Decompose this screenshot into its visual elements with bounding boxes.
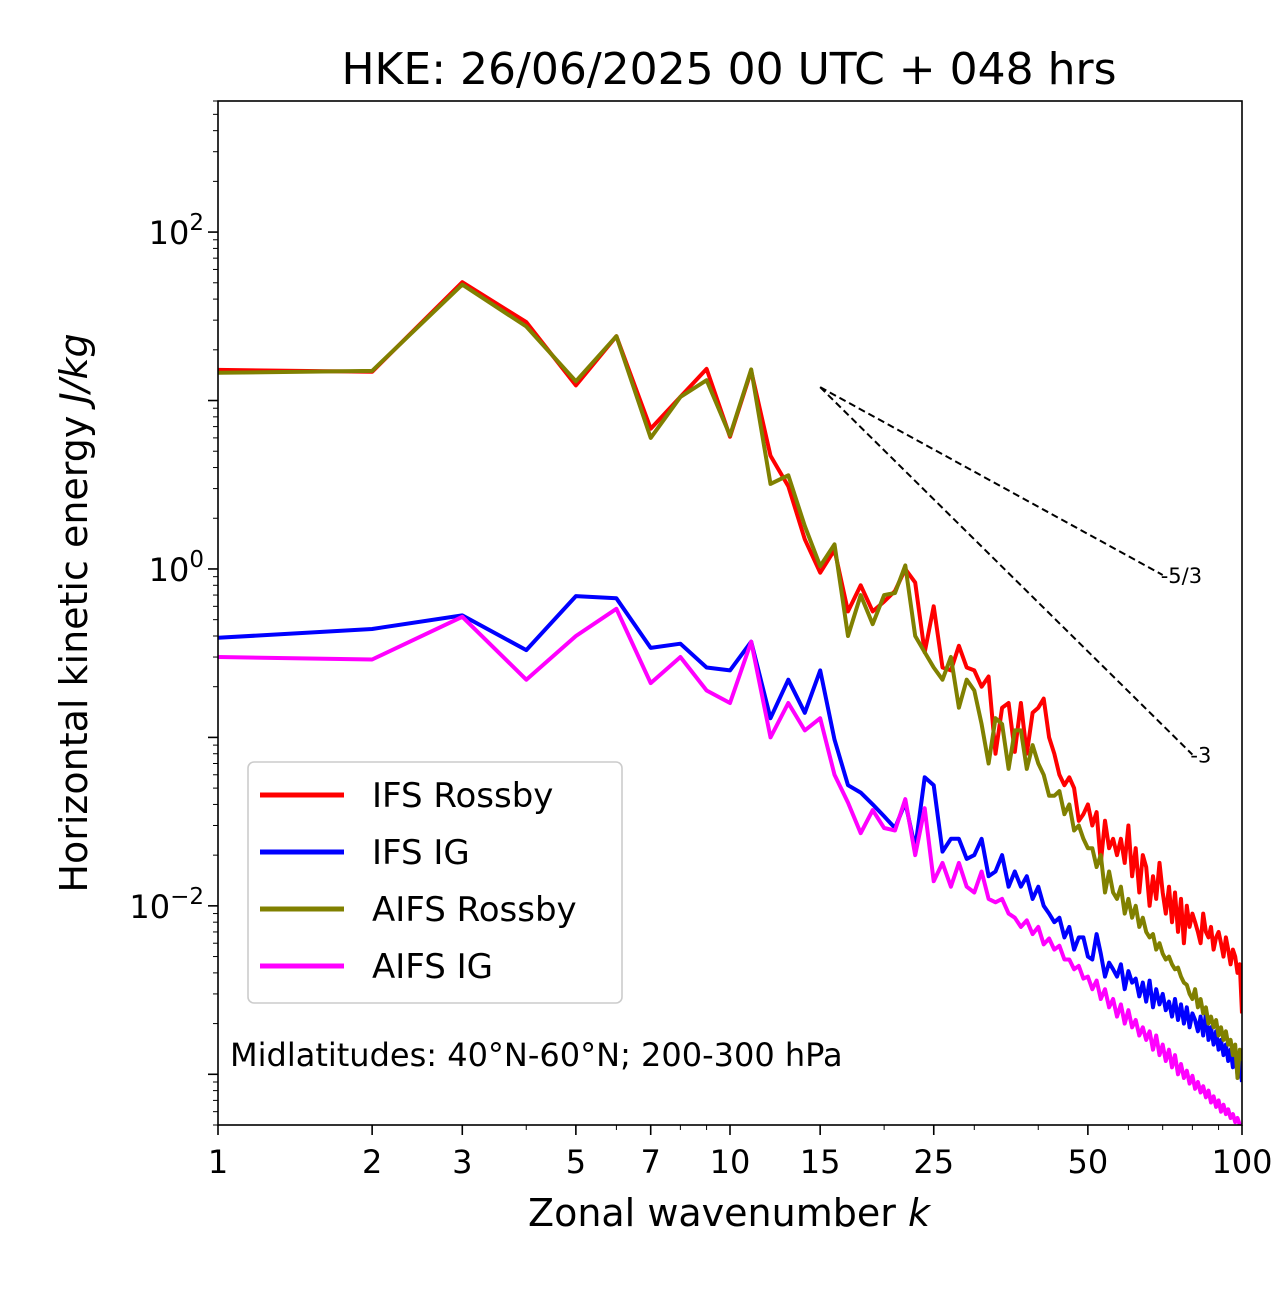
- data-layer: [218, 280, 1242, 1125]
- series-line-ifs-rossby: [218, 280, 1242, 1014]
- x-tick-label: 1: [208, 1143, 228, 1181]
- x-tick-label: 2: [362, 1143, 382, 1181]
- y-tick-label: 100: [149, 547, 204, 589]
- x-axis-label: Zonal wavenumber k: [528, 1191, 932, 1235]
- reference-slope-label: -3: [1190, 744, 1211, 768]
- x-tick-label: 50: [1068, 1143, 1109, 1181]
- x-tick-label: 7: [641, 1143, 661, 1181]
- series-line-aifs-rossby: [218, 282, 1242, 1080]
- legend-label-ifs-rossby: IFS Rossby: [372, 776, 553, 816]
- x-tick-label: 5: [566, 1143, 586, 1181]
- y-tick-label: 102: [149, 210, 204, 252]
- x-tick-label: 100: [1211, 1143, 1272, 1181]
- reference-slope-line: [819, 386, 1164, 576]
- legend: IFS Rossby IFS IG AIFS Rossby AIFS IG: [247, 761, 623, 1004]
- y-axis-label: Horizontal kinetic energy J/kg: [52, 333, 96, 892]
- region-annotation: Midlatitudes: 40°N-60°N; 200-300 hPa: [230, 1036, 843, 1074]
- plot-frame: [217, 100, 1243, 1126]
- x-tick-label: 15: [800, 1143, 841, 1181]
- x-tick-label: 3: [452, 1143, 472, 1181]
- x-tick-label: 25: [913, 1143, 954, 1181]
- axes-ticks: 102 100 10−2 1 2 3 5 7 10 15 25 50 100: [129, 100, 1273, 1181]
- y-tick-label: 10−2: [129, 884, 204, 926]
- series-line-aifs-ig: [218, 606, 1242, 1125]
- chart-title: HKE: 26/06/2025 00 UTC + 048 hrs: [341, 44, 1116, 95]
- legend-box: [247, 761, 623, 1004]
- legend-label-ifs-ig: IFS IG: [372, 833, 470, 873]
- reference-slope-label: -5/3: [1161, 564, 1202, 588]
- reference-slope-line: [819, 386, 1194, 756]
- legend-label-aifs-ig: AIFS IG: [372, 947, 493, 987]
- legend-label-aifs-rossby: AIFS Rossby: [372, 890, 577, 930]
- series-line-ifs-ig: [218, 594, 1242, 1083]
- x-tick-label: 10: [710, 1143, 751, 1181]
